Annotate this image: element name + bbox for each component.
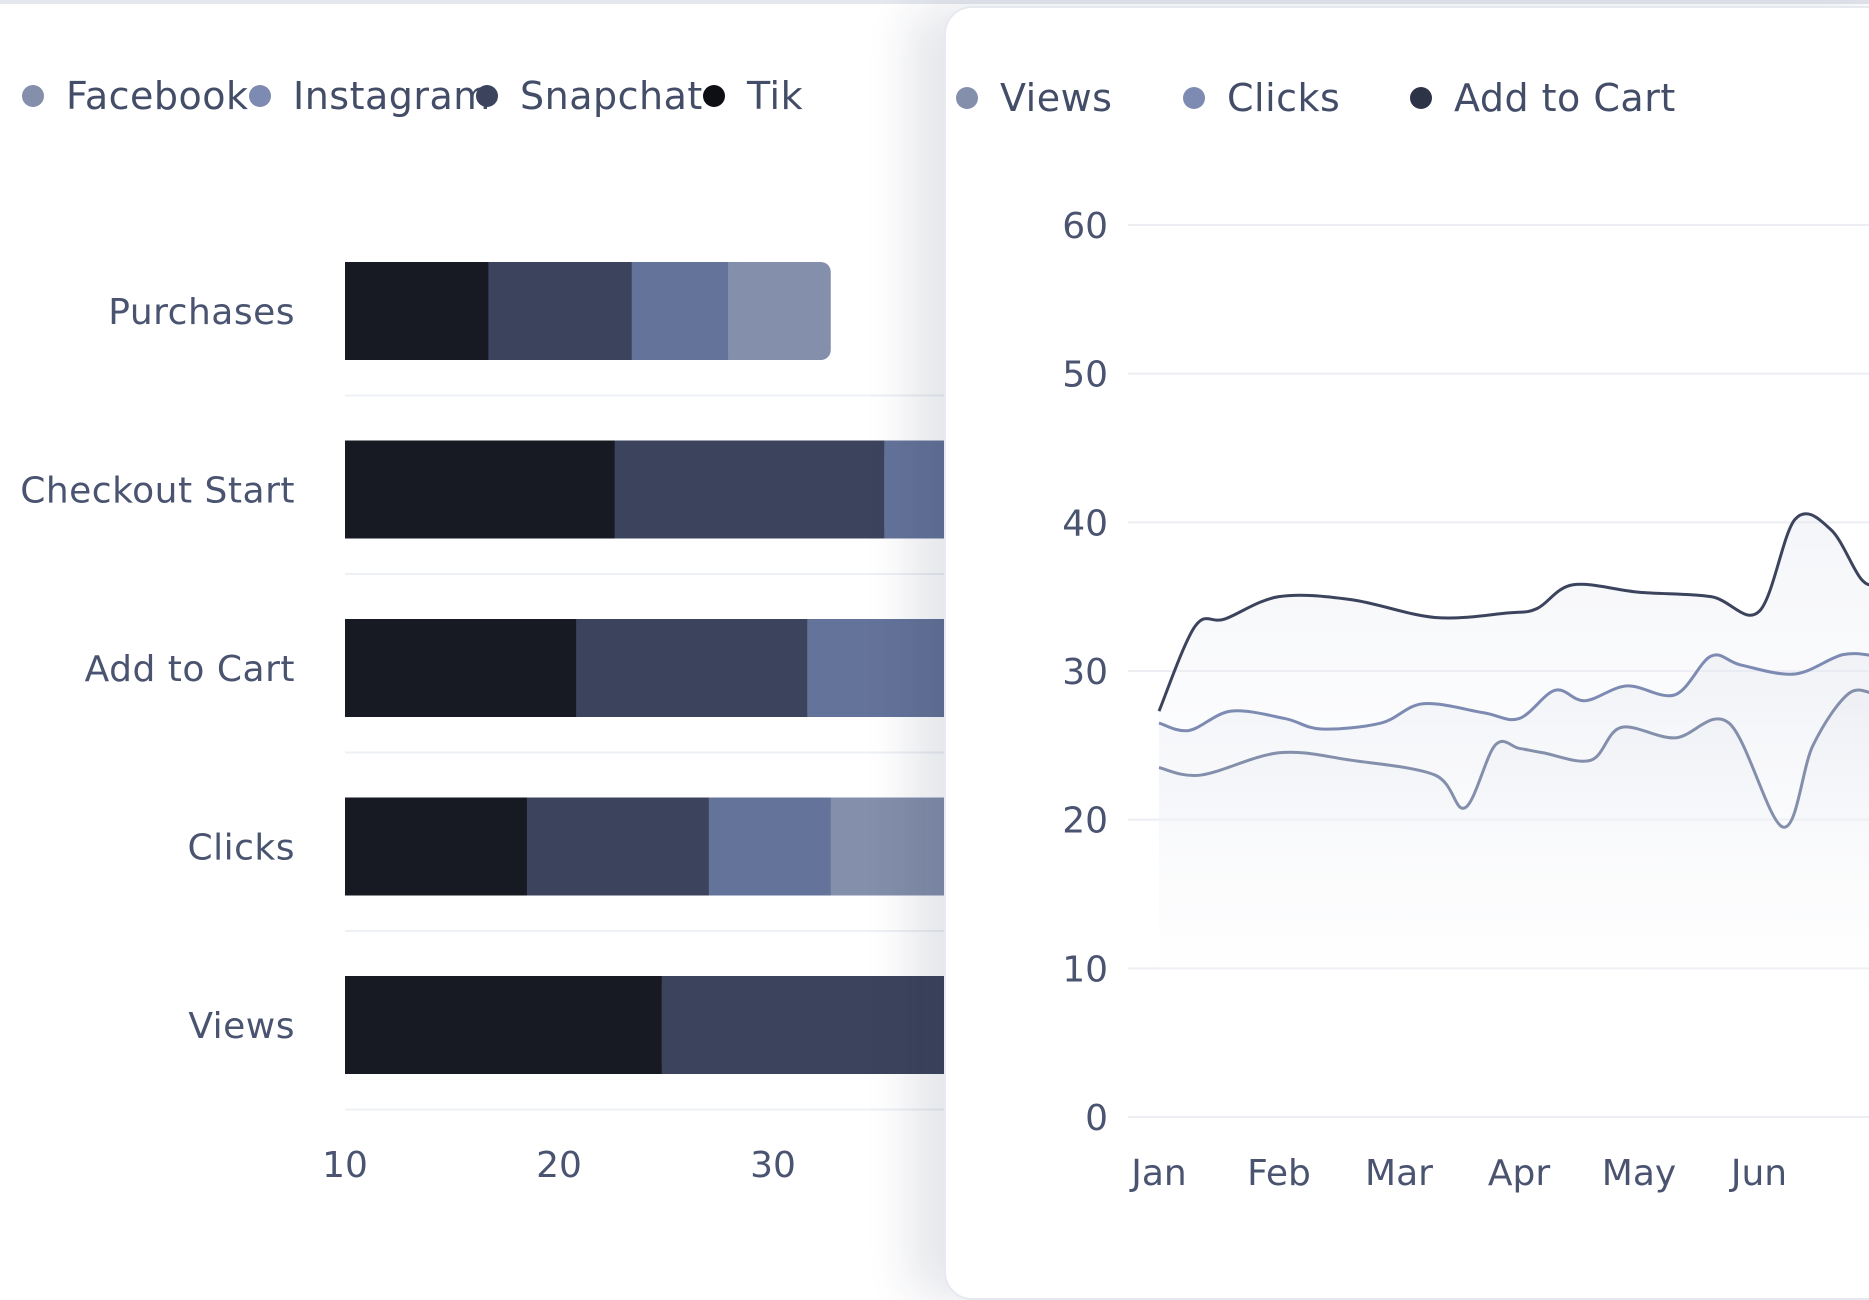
- y-tick-label: 30: [1062, 652, 1108, 693]
- x-tick-label: 30: [750, 1145, 796, 1186]
- stacked-bar-chart-card: Facebook Instagram Snapchat Tik Purchase…: [0, 0, 960, 1257]
- legend-item-snapchat[interactable]: Snapchat: [476, 68, 703, 124]
- y-tick-label: 60: [1062, 206, 1108, 247]
- y-tick-label: 40: [1062, 503, 1108, 544]
- series-line-clicks: [1158, 652, 1869, 733]
- legend-dot: [956, 87, 978, 109]
- bar-segment-snapchat: [661, 976, 960, 1074]
- bar-segment-tik: [345, 440, 616, 539]
- legend-dot: [249, 85, 271, 107]
- legend-label: Snapchat: [520, 74, 703, 118]
- line-chart-plot: 0102030405060JanFebMarAprMayJunJ: [1062, 206, 1869, 1194]
- y-tick-label: 0: [1085, 1098, 1108, 1139]
- category-label-clicks: Clicks: [187, 828, 295, 869]
- y-tick-label: 50: [1062, 355, 1108, 396]
- bar-segment-facebook: [830, 797, 960, 896]
- bar-segment-tik: [345, 262, 489, 360]
- category-label-checkout-start: Checkout Start: [20, 471, 295, 512]
- x-tick-label: 10: [322, 1145, 368, 1186]
- legend-item-facebook[interactable]: Facebook: [22, 68, 249, 124]
- x-tick-label: May: [1602, 1153, 1676, 1194]
- legend-dot: [1410, 87, 1432, 109]
- legend-item-instagram[interactable]: Instagram: [249, 68, 491, 124]
- legend-label: Add to Cart: [1454, 76, 1676, 120]
- legend-dot: [22, 85, 44, 107]
- legend-item-tiktok[interactable]: Tik: [703, 68, 803, 124]
- bar-segment-tik: [345, 797, 528, 896]
- legend-label: Views: [1000, 76, 1113, 120]
- bar-segment-instagram: [807, 619, 960, 717]
- x-tick-label: Feb: [1247, 1153, 1311, 1194]
- bar-segment-cap: [884, 440, 899, 539]
- y-tick-label: 20: [1062, 801, 1108, 842]
- x-tick-label: Jun: [1729, 1153, 1787, 1194]
- legend-label: Tik: [747, 74, 804, 118]
- series-line-add-to-cart: [1157, 512, 1869, 712]
- bar-segment-snapchat: [614, 440, 885, 539]
- x-tick-label: Apr: [1488, 1153, 1550, 1194]
- bar-segment-tik: [345, 619, 577, 717]
- legend-dot: [703, 85, 725, 107]
- legend-label: Clicks: [1227, 76, 1341, 120]
- category-label-add-to-cart: Add to Cart: [85, 649, 295, 690]
- bar-segment-cap: [661, 976, 676, 1074]
- bar-segment-instagram: [884, 440, 960, 539]
- bar-segment-instagram: [708, 797, 832, 896]
- bar-segment-snapchat: [526, 797, 710, 896]
- line-chart-card: Views Clicks Add to Cart 0 10 20 30 40 50 60 Ja…: [944, 6, 1869, 1300]
- bar-segment-instagram: [631, 262, 729, 360]
- x-tick-label: Mar: [1365, 1153, 1433, 1194]
- x-tick-label: Jan: [1129, 1153, 1187, 1194]
- x-tick-label: 20: [536, 1145, 582, 1186]
- area-views: [1159, 689, 1869, 1027]
- legend-dot: [476, 85, 498, 107]
- category-label-views: Views: [188, 1006, 295, 1047]
- legend-dot: [1183, 87, 1205, 109]
- bar-segment-facebook: [728, 262, 831, 360]
- legend-label: Instagram: [293, 74, 491, 118]
- top-divider: [0, 0, 1869, 4]
- legend-label: Facebook: [66, 74, 249, 118]
- bar-segment-snapchat: [488, 262, 633, 360]
- bar-segment-cap: [728, 262, 743, 360]
- bar-chart-plot: Purchases Checkout Start Add to Cart Clicks…: [20, 262, 960, 1186]
- y-tick-label: 10: [1062, 949, 1108, 990]
- bar-segment-cap: [830, 797, 845, 896]
- bar-segment-snapchat: [576, 619, 808, 717]
- legend-item-clicks[interactable]: Clicks: [1075, 70, 1340, 126]
- legend-item-add-to-cart[interactable]: Add to Cart: [1302, 70, 1676, 126]
- bar-segment-tik: [345, 976, 663, 1074]
- category-label-purchases: Purchases: [108, 292, 295, 333]
- legend-item-views[interactable]: Views: [946, 70, 1113, 126]
- series-line-views: [1158, 688, 1869, 829]
